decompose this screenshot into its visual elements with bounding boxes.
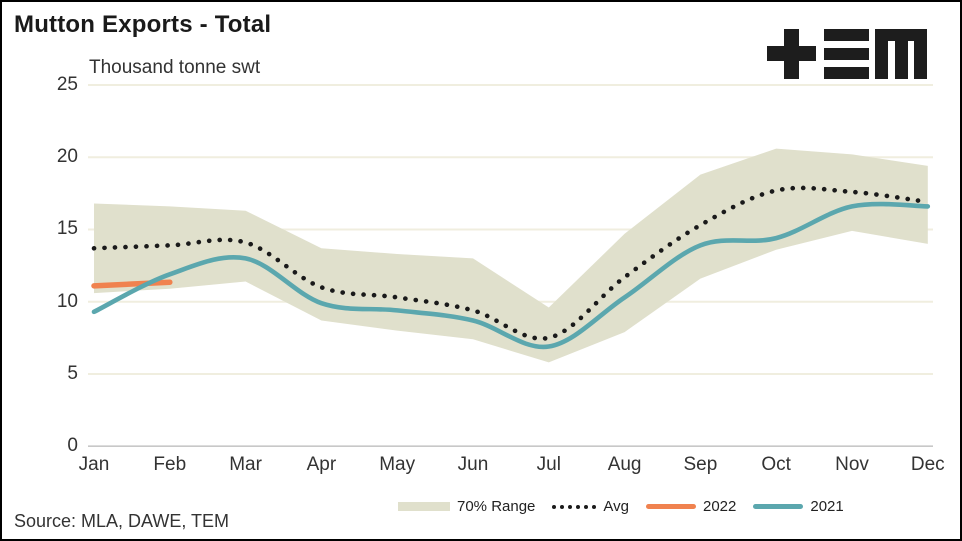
y-tick-label: 15 — [56, 218, 78, 240]
x-tick-label: Jul — [536, 454, 561, 475]
legend-item-avg: Avg — [552, 498, 629, 515]
x-tick-label: May — [379, 454, 416, 475]
y-tick-label: 10 — [56, 290, 78, 312]
line-2021-swatch-icon — [753, 504, 804, 509]
x-tick-label: Mar — [229, 454, 262, 475]
x-tick-label: Feb — [153, 454, 187, 475]
y-tick-label: 20 — [56, 146, 78, 168]
tem-logo — [767, 29, 927, 79]
y-axis-title: Thousand tonne swt — [89, 57, 261, 78]
legend-label: 2022 — [702, 498, 737, 515]
y-tick-label: 5 — [67, 362, 78, 384]
line-2022-swatch-icon — [645, 504, 696, 509]
y-tick-label: 25 — [56, 74, 78, 95]
range-band-swatch-icon — [398, 502, 450, 511]
source-note: Source: MLA, DAWE, TEM — [14, 511, 230, 531]
y-tick-label: 0 — [67, 435, 78, 457]
x-tick-label: Oct — [761, 454, 791, 475]
legend-item-70-range: 70% Range — [398, 498, 535, 515]
x-tick-label: Jun — [457, 454, 489, 475]
legend-item-2021: 2021 — [753, 498, 844, 515]
logo-bars-icon — [824, 29, 869, 41]
legend-label: 2021 — [810, 498, 844, 515]
legend-label: 70% Range — [457, 498, 536, 515]
x-tick-label: Jan — [78, 454, 110, 475]
chart-title: Mutton Exports - Total — [14, 11, 272, 38]
x-tick-label: Dec — [910, 454, 945, 475]
x-tick-label: Nov — [835, 454, 869, 475]
avg-dotted-swatch-icon — [552, 504, 597, 509]
legend-item-2022: 2022 — [645, 498, 737, 515]
x-tick-label: Apr — [306, 454, 337, 475]
x-tick-label: Sep — [683, 454, 718, 475]
legend: 70% Range Avg 2022 2021 — [398, 498, 844, 515]
x-tick-label: Aug — [607, 454, 642, 475]
legend-label: Avg — [603, 498, 629, 515]
